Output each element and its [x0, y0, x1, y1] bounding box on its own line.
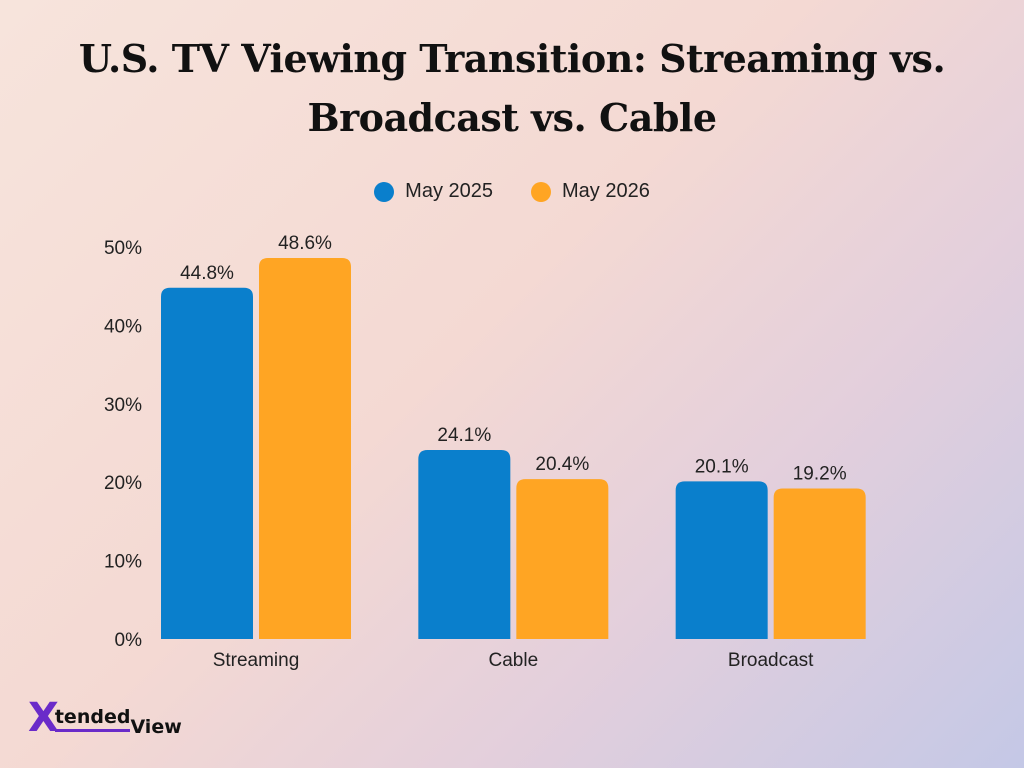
y-tick-label: 50% — [104, 238, 142, 259]
data-label: 20.4% — [535, 454, 589, 475]
x-tick-label-broadcast: Broadcast — [728, 650, 814, 671]
xtendedview-logo: X tended View — [28, 695, 182, 741]
legend-label-may-2025: May 2025 — [405, 180, 493, 202]
bar-streaming-may-2025 — [161, 287, 253, 639]
x-tick-label-cable: Cable — [489, 650, 539, 671]
logo-word-tended: tended — [54, 706, 131, 732]
data-label: 24.1% — [437, 425, 491, 446]
legend-item-may-2025: May 2025 — [374, 180, 493, 203]
y-tick-label: 10% — [104, 552, 142, 573]
legend-item-may-2026: May 2026 — [531, 180, 650, 203]
legend-swatch-may-2026 — [531, 181, 551, 202]
data-label: 20.1% — [695, 456, 749, 477]
data-label: 44.8% — [180, 263, 234, 284]
y-tick-label: 40% — [104, 316, 142, 337]
legend-label-may-2026: May 2026 — [562, 180, 650, 202]
legend-swatch-may-2025 — [374, 181, 395, 202]
chart-legend: May 2025 May 2026 — [0, 180, 1024, 203]
logo-word-view: View — [130, 716, 182, 738]
chart-title: U.S. TV Viewing Transition: Streaming vs… — [78, 36, 946, 140]
bar-broadcast-may-2026 — [773, 488, 866, 639]
y-tick-label: 20% — [104, 473, 142, 494]
y-tick-label: 30% — [104, 395, 142, 416]
data-label: 48.6% — [278, 233, 332, 254]
bar-cable-may-2025 — [418, 450, 511, 639]
bar-cable-may-2026 — [516, 479, 609, 639]
bar-broadcast-may-2025 — [675, 481, 768, 639]
x-tick-label-streaming: Streaming — [213, 650, 300, 671]
data-label: 19.2% — [793, 463, 847, 484]
logo-mark: X — [28, 695, 59, 741]
bar-streaming-may-2026 — [259, 257, 351, 639]
y-tick-label: 0% — [115, 630, 143, 651]
